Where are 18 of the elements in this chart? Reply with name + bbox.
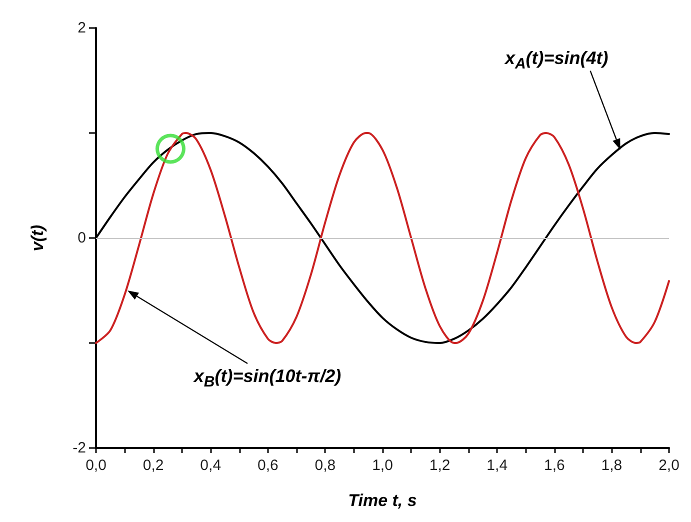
annotation: x$_{A}$(t)=sin(4t) — [504, 46, 608, 74]
y-tick-label: 2 — [78, 20, 86, 36]
y-tick-label: -2 — [72, 440, 86, 456]
annotation: x$_{B}$(t)=sin(10t-π/2) — [194, 364, 342, 392]
x-tick-label: 1,0 — [372, 457, 393, 474]
x-tick-label: 0,4 — [200, 457, 222, 474]
x-tick-label: 0,0 — [86, 457, 106, 474]
x-tick-label: 2,0 — [658, 457, 680, 474]
x-tick-label: 1,2 — [429, 457, 450, 474]
y-tick-label: 0 — [78, 230, 86, 246]
x-axis-title: Time t, s — [348, 491, 417, 510]
x-tick-label: 0,6 — [257, 457, 278, 474]
x-tick-label: 1,4 — [486, 457, 508, 474]
x-tick-label: 1,6 — [544, 457, 565, 474]
x-tick-label: 1,8 — [601, 457, 622, 474]
x-tick-label: 0,8 — [314, 457, 336, 474]
y-axis-title: v(t) — [28, 224, 47, 252]
x-tick-label: 0,2 — [142, 457, 164, 474]
